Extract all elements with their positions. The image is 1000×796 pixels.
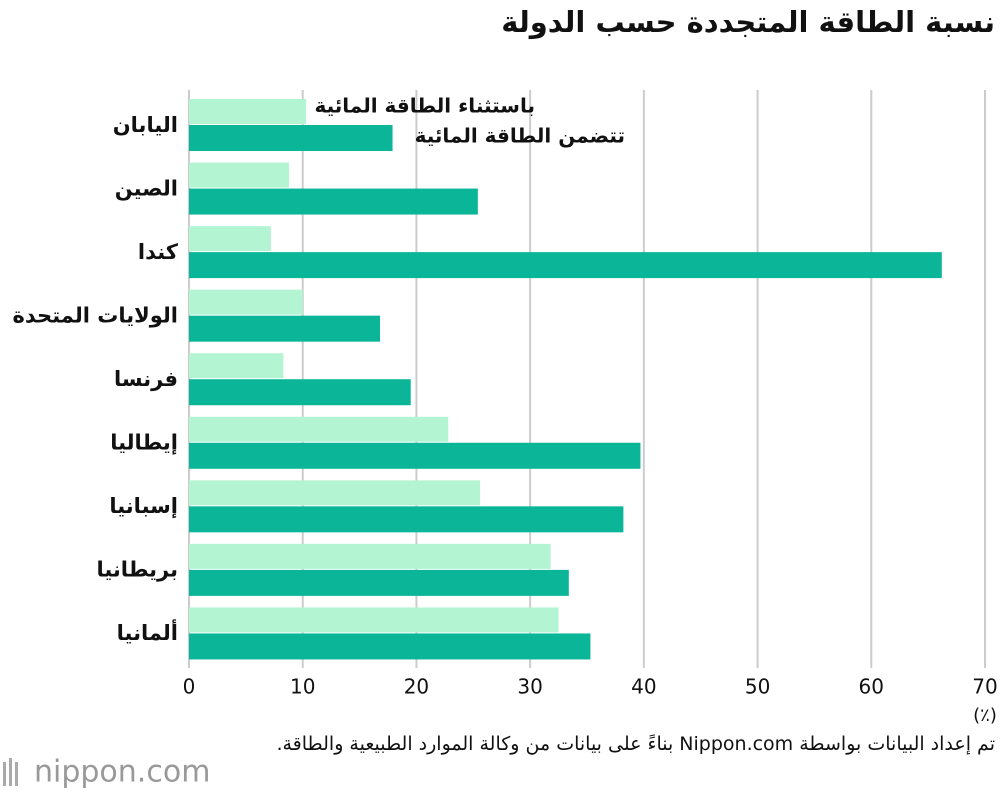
y-tick-label: كندا — [138, 240, 179, 264]
bar — [189, 607, 559, 633]
bar — [189, 226, 271, 252]
x-axis-label: (٪) — [973, 705, 997, 726]
bar — [189, 480, 481, 506]
logo: nippon.com — [3, 755, 210, 790]
y-tick-label: الولايات المتحدة — [13, 303, 178, 327]
bar — [189, 188, 478, 215]
bar — [189, 543, 551, 569]
legend-label: تتضمن الطاقة المائية — [415, 124, 625, 148]
x-tick-label: 0 — [183, 675, 196, 699]
bar — [189, 353, 284, 379]
bar — [189, 315, 381, 342]
bar — [189, 379, 411, 406]
source-note: تم إعداد البيانات بواسطة Nippon.com بناء… — [276, 733, 995, 755]
x-tick-label: 20 — [404, 675, 429, 699]
bar — [189, 633, 591, 660]
logo-text: nippon.com — [34, 755, 210, 790]
y-tick-label: بريطانيا — [96, 558, 178, 582]
chart-title: نسبة الطاقة المتجددة حسب الدولة — [501, 5, 995, 39]
logo-icon — [3, 762, 6, 786]
y-tick-label: الصين — [115, 176, 178, 200]
legend-label: باستثناء الطاقة المائية — [314, 94, 535, 118]
x-tick-label: 60 — [859, 675, 884, 699]
bar — [189, 99, 307, 124]
bar — [189, 252, 942, 279]
x-tick-label: 70 — [972, 675, 997, 699]
bar — [189, 416, 449, 442]
bar — [189, 506, 624, 533]
bar — [189, 162, 290, 188]
y-tick-label: اليابان — [113, 113, 178, 137]
x-tick-label: 40 — [631, 675, 656, 699]
bar — [189, 569, 569, 596]
logo-icon — [9, 758, 12, 786]
x-tick-label: 50 — [745, 675, 770, 699]
x-tick-label: 30 — [517, 675, 542, 699]
bar — [189, 289, 303, 315]
y-tick-label: إيطاليا — [110, 431, 178, 455]
x-tick-label: 10 — [290, 675, 315, 699]
y-tick-label: فرنسا — [114, 367, 178, 391]
bar — [189, 125, 393, 151]
y-tick-label: إسبانيا — [109, 494, 178, 518]
y-tick-label: ألمانيا — [117, 618, 178, 645]
logo-icon — [15, 762, 18, 786]
bar — [189, 442, 641, 469]
